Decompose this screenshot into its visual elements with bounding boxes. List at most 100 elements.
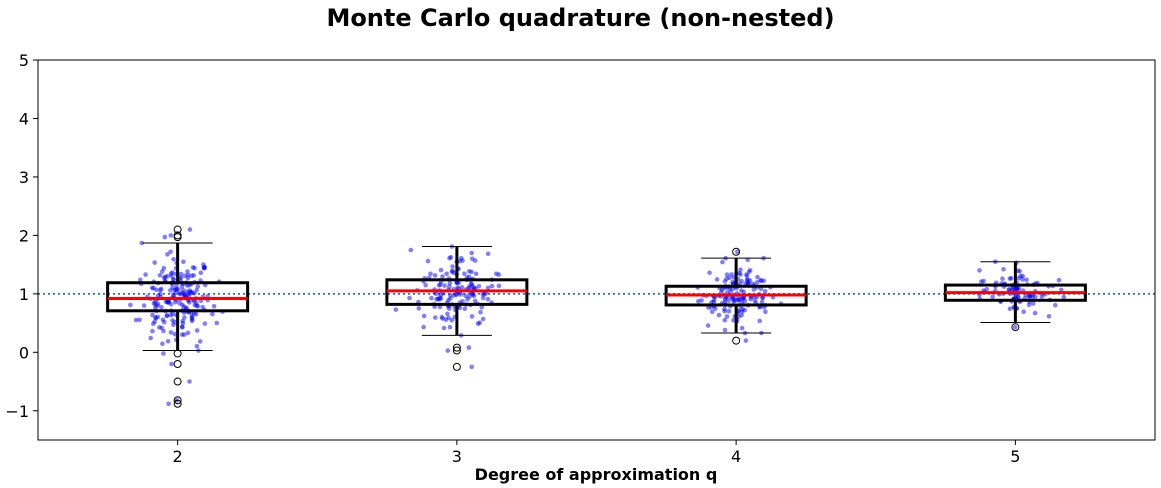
data-point — [494, 271, 499, 277]
data-point — [429, 295, 434, 301]
data-point — [189, 317, 195, 322]
data-point — [184, 289, 190, 294]
y-tick-label: 1 — [19, 285, 29, 304]
data-point — [479, 305, 485, 310]
data-point — [724, 314, 730, 319]
data-point — [459, 285, 465, 290]
data-point — [182, 332, 187, 337]
data-point — [449, 269, 455, 274]
data-point — [421, 324, 426, 330]
data-point — [162, 234, 168, 240]
data-point — [433, 315, 438, 320]
data-point — [726, 298, 731, 303]
data-point — [469, 314, 475, 319]
data-point — [172, 331, 178, 337]
data-point — [757, 318, 762, 324]
data-point — [1046, 314, 1052, 319]
data-point — [478, 309, 483, 315]
data-point — [447, 281, 453, 286]
data-point — [198, 270, 204, 276]
data-point — [1020, 277, 1025, 282]
data-point — [1021, 309, 1026, 315]
data-point — [164, 273, 170, 279]
data-point — [472, 298, 478, 304]
y-tick-label: −1 — [5, 402, 29, 421]
data-point — [729, 272, 734, 277]
data-point — [467, 294, 472, 300]
data-point — [428, 271, 433, 277]
outlier-marker — [173, 360, 182, 368]
data-point — [180, 320, 186, 326]
data-point — [171, 257, 176, 262]
outlier-marker — [173, 233, 182, 242]
data-point — [454, 280, 460, 285]
data-point — [141, 303, 147, 308]
data-point — [160, 341, 165, 347]
data-point — [752, 298, 758, 303]
data-point — [445, 311, 450, 317]
outlier-marker — [452, 346, 461, 355]
data-point — [719, 287, 725, 293]
data-point — [726, 308, 732, 314]
box-iqr — [106, 281, 250, 313]
y-tick-label: 4 — [19, 109, 29, 128]
data-point — [139, 240, 145, 246]
data-point — [722, 300, 728, 305]
data-point — [189, 290, 195, 295]
data-point — [739, 288, 744, 293]
data-point — [151, 285, 156, 291]
data-point — [195, 284, 201, 289]
data-point — [441, 325, 447, 331]
y-tick-label: 2 — [19, 226, 29, 245]
data-point — [462, 271, 467, 277]
data-point — [449, 318, 455, 323]
data-point — [485, 251, 491, 257]
data-point — [214, 320, 220, 326]
data-point — [421, 313, 427, 319]
data-point — [445, 348, 451, 353]
x-tick-label: 4 — [731, 447, 741, 466]
data-point — [194, 300, 199, 306]
data-point — [760, 295, 765, 301]
data-point — [751, 287, 757, 292]
data-point — [713, 306, 718, 312]
data-point — [459, 255, 464, 261]
data-point — [133, 317, 139, 323]
data-point — [197, 339, 203, 344]
data-point — [159, 269, 165, 274]
outlier-marker — [452, 343, 461, 352]
data-point — [448, 254, 454, 260]
data-point — [469, 269, 474, 275]
data-point — [148, 335, 153, 341]
data-point — [1000, 276, 1005, 282]
data-point — [714, 277, 720, 282]
data-point — [168, 312, 173, 318]
data-point — [748, 296, 753, 302]
data-point — [193, 312, 199, 317]
data-point — [470, 256, 475, 262]
data-point — [438, 292, 444, 298]
data-point — [152, 319, 157, 325]
data-point — [440, 274, 445, 279]
data-point — [722, 327, 728, 333]
data-point — [450, 264, 455, 269]
data-point — [759, 299, 765, 305]
data-point — [150, 312, 155, 318]
data-point — [194, 328, 200, 333]
data-point — [194, 343, 200, 349]
data-point — [476, 284, 482, 289]
data-point — [1061, 294, 1067, 300]
x-axis-label: Degree of approximation q — [475, 465, 718, 484]
data-point — [736, 297, 741, 303]
data-point — [755, 274, 760, 280]
data-point — [151, 300, 157, 306]
data-point — [979, 279, 984, 285]
data-point — [137, 317, 142, 323]
data-point — [138, 277, 143, 283]
data-point — [189, 312, 195, 317]
data-point — [187, 227, 193, 232]
data-point — [716, 312, 722, 318]
data-point — [165, 252, 170, 257]
outlier-marker — [452, 362, 461, 371]
data-point — [444, 271, 450, 277]
